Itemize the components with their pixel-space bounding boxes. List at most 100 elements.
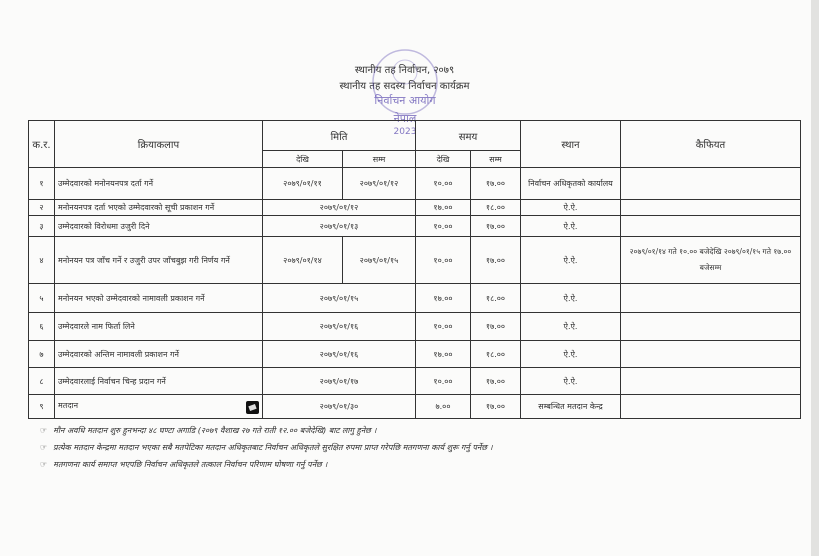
row-sn-text: ३ [39,221,44,231]
row-activity-text: उम्मेदवारलाई निर्वाचन चिन्ह प्रदान गर्ने [58,376,166,386]
row-activity-text: मनोनयन भएको उम्मेदवारको नामावली प्रकाशन … [58,293,205,303]
row-time-to-text: १७.०० [485,179,506,188]
row-activity: उम्मेदवारलाई निर्वाचन चिन्ह प्रदान गर्ने [54,367,263,395]
row-time-from-text: १७.०० [433,349,453,359]
row-time-to: १७.०० [470,394,521,419]
row-time-to: १७.०० [470,312,521,341]
row-time-from: १०.०० [415,236,471,284]
row-place: ऐ.ऐ. [520,367,621,395]
header-sn: क.र. [28,120,55,168]
table-row: ४ मनोनयन पत्र जाँच गर्ने र उजुरी उपर जाँच… [28,236,801,284]
row-place-text: ऐ.ऐ. [563,322,578,331]
row-date-text: २०७९/०१/१६ [319,349,359,359]
note-text: मौन अवधि मतदान शुरु हुनभन्दा ४८ घण्टा अग… [53,426,377,435]
row-date: २०७९/०१/३० [262,394,416,419]
row-place-text: ऐ.ऐ. [563,203,578,212]
table-row: १ उम्मेदवारको मनोनयनपत्र दर्ता गर्ने २०७९/… [28,167,801,200]
row-place: ऐ.ऐ. [520,199,621,216]
row-time-from: १०.०० [415,312,471,341]
row-time-from-text: १०.०० [433,179,453,188]
row-date: २०७९/०१/१६ [262,340,416,368]
row-sn: ८ [28,367,55,395]
row-time-to: १८.०० [470,199,521,216]
row-sn: २ [28,199,55,216]
row-place-text: ऐ.ऐ. [563,255,578,265]
row-sn-text: १ [39,179,44,188]
row-activity: मनोनयनपत्र दर्ता भएको उम्मेदवारको सूची प… [54,199,263,216]
table-row: ३ उम्मेदवारको विरोधमा उजुरी दिने २०७९/०१/१… [28,215,801,237]
row-time-from-text: ७.०० [435,402,451,411]
row-time-to-text: १७.०० [485,402,506,411]
row-remarks [620,215,801,237]
row-time-from-text: १७.०० [433,293,453,303]
page-edge [811,0,819,556]
row-date: २०७९/०१/१३ [262,215,416,237]
row-activity: उम्मेदवारले नाम फिर्ता लिने [54,312,263,341]
row-time-from: ७.०० [415,394,471,419]
row-time-from-text: १०.०० [433,255,453,265]
header-activity: क्रियाकलाप [54,120,263,168]
table-row: ९ मतदान २०७९/०१/३० ७.०० १७.०० सम्बन्धित मतदान… [28,394,801,419]
row-sn: १ [28,167,55,200]
row-sn-text: ४ [39,255,44,265]
header-place: स्थान [520,120,621,168]
row-date: २०७९/०१/१२ [262,199,416,216]
row-place: ऐ.ऐ. [520,312,621,341]
row-remarks [620,312,801,341]
row-sn: ५ [28,283,55,313]
table-row: ८ उम्मेदवारलाई निर्वाचन चिन्ह प्रदान गर्न… [28,367,801,395]
row-date-text: २०७९/०१/१७ [319,376,359,386]
note-item: ☞ प्रत्येक मतदान केन्द्रमा मतदान भएका सबै… [40,439,493,456]
ballot-icon [246,400,259,414]
row-sn-text: ७ [39,349,44,359]
row-remarks [620,367,801,395]
note-item: ☞ मतगणना कार्य समाप्त भएपछि निर्वाचन अधिक… [40,456,493,473]
row-time-to-text: १८.०० [485,293,506,303]
row-date-from-text: २०७९/०१/११ [283,179,322,188]
row-activity-text: उम्मेदवारको विरोधमा उजुरी दिने [58,221,150,231]
row-time-to-text: १८.०० [485,349,506,359]
row-remarks [620,340,801,368]
row-time-to-text: १७.०० [485,376,506,386]
row-activity: उम्मेदवारको अन्तिम नामावली प्रकाशन गर्ने [54,340,263,368]
row-date-text: २०७९/०१/१५ [319,293,359,303]
row-activity: मनोनयन पत्र जाँच गर्ने र उजुरी उपर जाँचब… [54,236,263,284]
row-sn: ६ [28,312,55,341]
row-sn-text: ६ [39,322,44,331]
row-activity-text: मतदान [58,400,79,410]
row-activity: उम्मेदवारको मनोनयनपत्र दर्ता गर्ने [54,167,263,200]
row-remarks: २०७९/०१/१४ गते १०.०० बजेदेखि २०७९/०१/१५ … [620,236,801,284]
row-place: ऐ.ऐ. [520,236,621,284]
row-activity: मनोनयन भएको उम्मेदवारको नामावली प्रकाशन … [54,283,263,313]
table-row: ६ उम्मेदवारले नाम फिर्ता लिने २०७९/०१/१६ १०… [28,312,801,341]
row-date-from-text: २०७९/०१/१४ [283,255,322,265]
row-date-from: २०७९/०१/११ [262,167,343,200]
row-date-text: २०७९/०१/१२ [319,203,359,212]
row-activity-text: मनोनयनपत्र दर्ता भएको उम्मेदवारको सूची प… [58,203,215,212]
row-remarks-text: २०७९/०१/१४ गते १०.०० बजेदेखि २०७९/०१/१५ … [629,247,792,272]
row-place-text: ऐ.ऐ. [563,349,578,359]
row-sn-text: २ [39,203,44,212]
row-time-to-text: १७.०० [485,255,506,265]
header-date-to: सम्म [342,150,416,168]
header-time: समय [415,120,521,151]
row-activity-text: उम्मेदवारले नाम फिर्ता लिने [58,322,135,331]
row-sn-text: ५ [39,293,44,303]
row-place-text: ऐ.ऐ. [563,376,578,386]
note-item: ☞ मौन अवधि मतदान शुरु हुनभन्दा ४८ घण्टा अ… [40,422,493,439]
row-time-to: १७.०० [470,215,521,237]
row-date-text: २०७९/०१/३० [319,402,359,411]
row-time-from: १७.०० [415,199,471,216]
row-place: निर्वाचन अधिकृतको कार्यालय [520,167,621,200]
header-date-from: देखि [262,150,343,168]
row-time-to-text: १७.०० [485,221,506,231]
header-remarks: कैफियत [620,120,801,168]
row-time-to: १८.०० [470,283,521,313]
row-time-from: १७.०० [415,340,471,368]
row-place: ऐ.ऐ. [520,215,621,237]
row-sn: ४ [28,236,55,284]
row-place: ऐ.ऐ. [520,283,621,313]
row-activity-text: उम्मेदवारको मनोनयनपत्र दर्ता गर्ने [58,179,154,188]
row-date: २०७९/०१/१६ [262,312,416,341]
notes: ☞ मौन अवधि मतदान शुरु हुनभन्दा ४८ घण्टा अ… [40,422,493,473]
